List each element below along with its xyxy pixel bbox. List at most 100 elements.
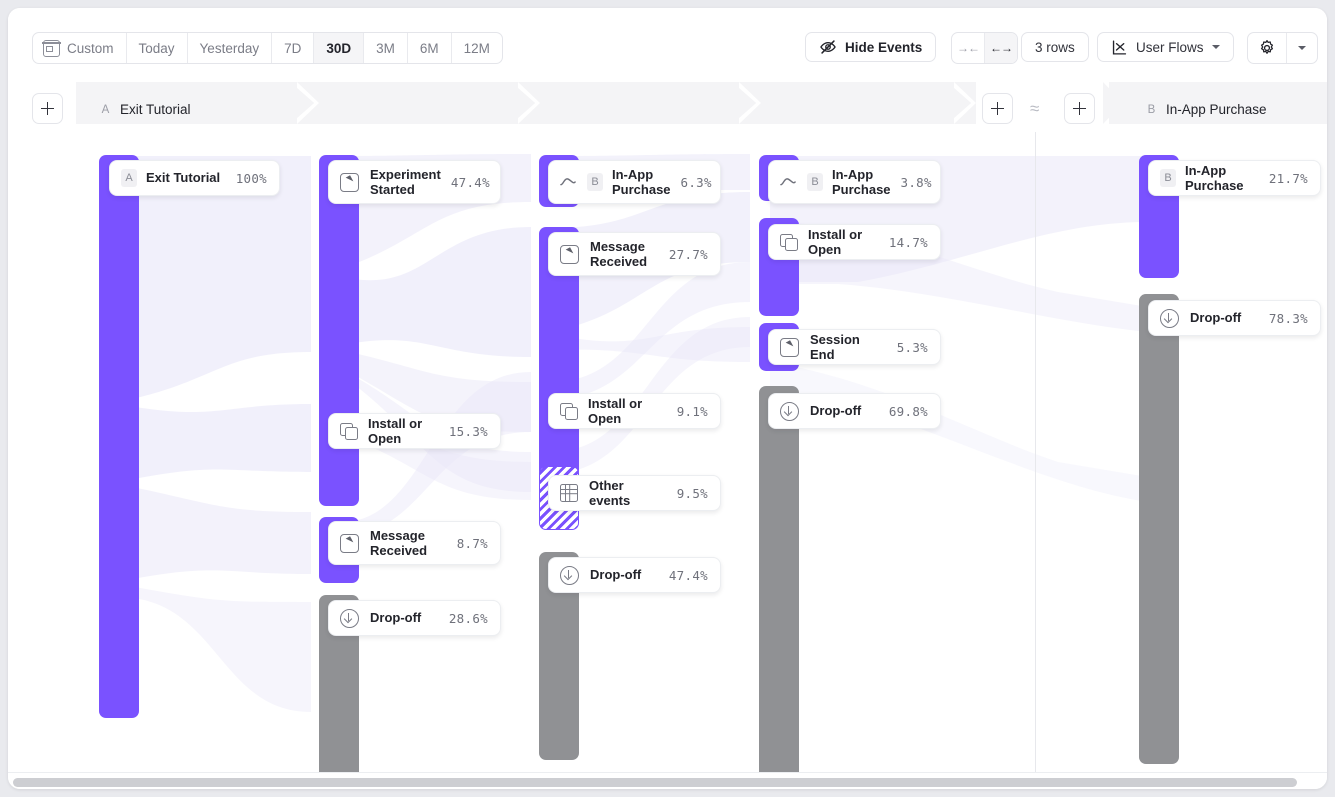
calendar-icon — [42, 39, 61, 57]
view-selector-button[interactable]: User Flows — [1097, 32, 1234, 62]
node-label: Experiment Started — [370, 166, 441, 198]
settings-button[interactable] — [1248, 33, 1287, 63]
node-percent: 15.3% — [448, 423, 488, 439]
date-range-today-label: Today — [138, 40, 175, 56]
node-card-in-app-purchase[interactable]: B In-App Purchase 6.3% — [548, 160, 721, 204]
node-percent: 47.4% — [668, 567, 708, 583]
sankey-canvas[interactable]: A Exit Tutorial 100% Experiment Started … — [8, 132, 1327, 772]
collapse-horizontal-icon[interactable]: →← — [952, 33, 985, 63]
copy-icon — [340, 422, 358, 440]
node-card-drop-off-final[interactable]: Drop-off 78.3% — [1148, 300, 1321, 336]
node-card-install-or-open[interactable]: Install or Open 14.7% — [768, 224, 941, 260]
node-card-other-events[interactable]: Other events 9.5% — [548, 475, 721, 511]
step-band — [76, 82, 976, 124]
cursor-click-icon — [340, 172, 359, 192]
add-step-mid-button[interactable] — [982, 93, 1013, 124]
date-range-30d[interactable]: 30D — [314, 33, 365, 63]
settings-dropdown-button[interactable] — [1287, 33, 1317, 63]
add-step-left-button[interactable] — [32, 93, 63, 124]
node-card-experiment-started[interactable]: Experiment Started 47.4% — [328, 160, 501, 204]
add-step-right-button[interactable] — [1064, 93, 1095, 124]
date-range-yesterday-label: Yesterday — [199, 40, 260, 56]
date-range-7d-label: 7D — [284, 40, 302, 56]
node-label: Install or Open — [588, 395, 643, 427]
badge-a: A — [121, 169, 137, 187]
eye-off-icon — [820, 40, 836, 54]
date-range-7d[interactable]: 7D — [272, 33, 315, 63]
step-breadcrumb-bar: A Exit Tutorial ≈ B In-App Purchase — [8, 70, 1327, 132]
node-label: Drop-off — [370, 610, 422, 626]
hide-events-button[interactable]: Hide Events — [805, 32, 937, 62]
date-range-custom-label: Custom — [67, 40, 114, 56]
view-selector-label: User Flows — [1136, 39, 1204, 55]
cursor-click-icon — [780, 337, 799, 357]
date-range-3m[interactable]: 3M — [364, 33, 408, 63]
rows-label: 3 rows — [1035, 39, 1075, 55]
node-label: Session End — [810, 331, 860, 363]
step-end-label[interactable]: B In-App Purchase — [1144, 101, 1267, 118]
gear-icon — [1260, 39, 1274, 54]
badge-b: B — [807, 173, 823, 191]
node-percent: 14.7% — [888, 234, 928, 250]
drop-off-icon — [340, 608, 359, 628]
hide-events-label: Hide Events — [845, 39, 923, 55]
node-card-drop-off[interactable]: Drop-off 47.4% — [548, 557, 721, 593]
node-label: Install or Open — [808, 226, 863, 258]
node-label: Install or Open — [368, 415, 423, 447]
app-window: Custom Today Yesterday 7D 30D 3M 6M 12M … — [8, 8, 1327, 789]
node-percent: 21.7% — [1268, 170, 1308, 186]
date-range-today[interactable]: Today — [127, 33, 188, 63]
date-range-custom[interactable]: Custom — [33, 33, 127, 63]
node-card-session-end[interactable]: Session End 5.3% — [768, 329, 941, 365]
node-label: In-App Purchase — [832, 166, 891, 198]
node-percent: 47.4% — [450, 174, 490, 190]
date-range-segmented-control[interactable]: Custom Today Yesterday 7D 30D 3M 6M 12M — [32, 32, 503, 64]
date-range-yesterday[interactable]: Yesterday — [188, 33, 273, 63]
date-range-12m[interactable]: 12M — [452, 33, 502, 63]
drop-off-icon — [780, 401, 799, 421]
step-end-badge: B — [1147, 103, 1156, 116]
node-percent: 27.7% — [668, 246, 708, 262]
expand-horizontal-icon[interactable]: ←→ — [985, 33, 1017, 63]
trend-icon — [780, 178, 796, 186]
node-card-exit-tutorial[interactable]: A Exit Tutorial 100% — [109, 160, 280, 196]
node-label: Message Received — [370, 527, 428, 559]
column-divider — [1035, 132, 1036, 772]
horizontal-scrollbar-thumb[interactable] — [13, 778, 1297, 787]
node-card-message-received[interactable]: Message Received 27.7% — [548, 232, 721, 276]
node-label: Exit Tutorial — [146, 170, 221, 186]
node-label: Drop-off — [810, 403, 862, 419]
step-start-label[interactable]: A Exit Tutorial — [98, 101, 191, 118]
node-card-in-app-purchase[interactable]: B In-App Purchase 3.8% — [768, 160, 941, 204]
badge-b: B — [1160, 169, 1176, 187]
node-card-drop-off[interactable]: Drop-off 28.6% — [328, 600, 501, 636]
node-card-drop-off[interactable]: Drop-off 69.8% — [768, 393, 941, 429]
approx-divider-icon: ≈ — [1030, 99, 1040, 118]
trend-icon — [560, 178, 576, 186]
node-card-in-app-purchase-final[interactable]: B In-App Purchase 21.7% — [1148, 160, 1321, 196]
step-end-text: In-App Purchase — [1166, 102, 1267, 117]
cursor-click-icon — [560, 244, 579, 264]
node-card-install-or-open[interactable]: Install or Open 9.1% — [548, 393, 721, 429]
step-start-badge: A — [101, 103, 110, 116]
copy-icon — [560, 402, 578, 420]
step-start-text: Exit Tutorial — [120, 102, 191, 117]
date-range-6m[interactable]: 6M — [408, 33, 452, 63]
date-range-30d-label: 30D — [326, 40, 352, 56]
node-label: In-App Purchase — [612, 166, 671, 198]
node-card-message-received[interactable]: Message Received 8.7% — [328, 521, 501, 565]
width-mode-segmented-control[interactable]: →← ←→ — [951, 32, 1018, 64]
rows-button[interactable]: 3 rows — [1021, 32, 1089, 62]
node-percent: 69.8% — [888, 403, 928, 419]
badge-b: B — [587, 173, 603, 191]
node-bar — [1139, 294, 1179, 764]
node-percent: 3.8% — [900, 174, 932, 190]
node-percent: 28.6% — [448, 610, 488, 626]
settings-control[interactable] — [1247, 32, 1318, 64]
node-label: Message Received — [590, 238, 648, 270]
toolbar: Custom Today Yesterday 7D 30D 3M 6M 12M … — [8, 8, 1327, 70]
node-card-install-or-open[interactable]: Install or Open 15.3% — [328, 413, 501, 449]
node-label: In-App Purchase — [1185, 162, 1244, 194]
chevron-down-icon — [1211, 45, 1220, 49]
chevron-down-icon — [1298, 46, 1306, 50]
